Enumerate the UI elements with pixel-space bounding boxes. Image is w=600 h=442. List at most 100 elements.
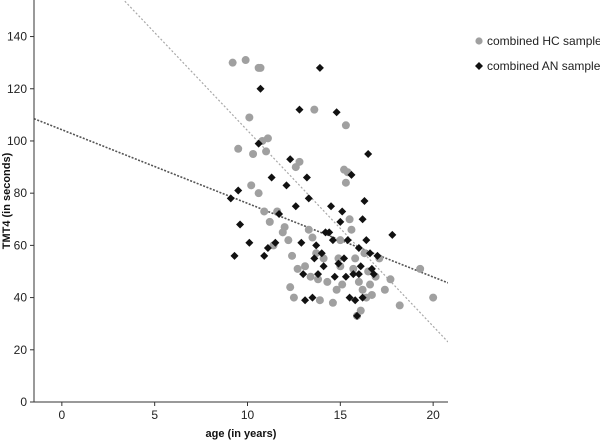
hc-point [256, 63, 265, 72]
an-point [330, 272, 339, 281]
an-point [328, 236, 337, 245]
y-tick-label: 0 [20, 395, 27, 409]
an-point [314, 270, 323, 279]
hc-point [416, 264, 425, 273]
hc-point [289, 293, 298, 302]
y-tick-label: 100 [7, 134, 27, 148]
hc-point [280, 223, 289, 232]
an-point [340, 254, 349, 263]
an-point [366, 249, 375, 258]
hc-point [314, 275, 323, 284]
hc-point [356, 306, 365, 315]
legend-an-label: combined AN sample [487, 59, 600, 73]
hc-point [366, 280, 375, 289]
hc-point [429, 293, 438, 302]
hc-point [306, 272, 315, 281]
an-point [347, 170, 356, 179]
x-tick-label: 0 [59, 408, 66, 422]
an-point [275, 210, 284, 219]
hc-point [336, 236, 345, 245]
an-point [263, 243, 272, 252]
an-point [362, 236, 371, 245]
hc-fit-line [122, 0, 448, 343]
an-point [349, 270, 358, 279]
hc-point [338, 280, 347, 289]
an-point [358, 293, 367, 302]
an-point [295, 105, 304, 114]
an-point [282, 181, 291, 190]
hc-point [386, 275, 395, 284]
hc-point [265, 217, 274, 226]
an-point [317, 249, 326, 258]
an-point [267, 173, 276, 182]
an-point [343, 236, 352, 245]
x-tick-label: 10 [241, 408, 255, 422]
hc-point [334, 254, 343, 263]
hc-point [310, 105, 319, 114]
an-point [312, 241, 321, 250]
y-tick-label: 40 [14, 291, 28, 305]
an-point [291, 202, 300, 211]
an-point [226, 194, 235, 203]
an-point [356, 262, 365, 271]
an-point [332, 108, 341, 117]
an-point [256, 84, 265, 93]
hc-point [284, 236, 293, 245]
an-point [319, 262, 328, 271]
hc-point [301, 262, 310, 271]
x-tick-label: 20 [426, 408, 440, 422]
an-point [373, 251, 382, 260]
hc-point [323, 277, 332, 286]
hc-point [328, 298, 337, 307]
y-tick-label: 140 [7, 30, 27, 44]
hc-point [245, 113, 254, 122]
hc-point [262, 147, 271, 156]
an-point [336, 217, 345, 226]
data-points [226, 56, 438, 320]
hc-point [228, 58, 237, 67]
an-point [345, 293, 354, 302]
hc-point [341, 178, 350, 187]
an-point [286, 155, 295, 164]
an-point [351, 296, 360, 305]
hc-point [351, 254, 360, 263]
an-point [325, 228, 334, 237]
legend-hc-label: combined HC sample [487, 34, 600, 48]
hc-point [395, 301, 404, 310]
x-ticks: 0 5 10 15 20 [59, 402, 440, 422]
hc-point [380, 285, 389, 294]
an-point [301, 296, 310, 305]
hc-point [304, 225, 313, 234]
an-point [354, 270, 363, 279]
an-point [310, 254, 319, 263]
hc-point [349, 264, 358, 273]
an-point [308, 293, 317, 302]
legend: combined HC sample combined AN sample [475, 34, 600, 73]
hc-point [288, 251, 297, 260]
an-point [304, 194, 313, 203]
hc-point [341, 121, 350, 130]
an-point [327, 202, 336, 211]
x-tick-label: 15 [334, 408, 348, 422]
an-point [341, 272, 350, 281]
an-point [299, 270, 308, 279]
an-point [354, 243, 363, 252]
an-point [360, 197, 369, 205]
y-tick-label: 120 [7, 82, 27, 96]
hc-point [249, 150, 258, 159]
hc-point [293, 264, 302, 273]
an-point [271, 238, 280, 247]
an-point [245, 238, 254, 247]
an-point [369, 270, 378, 279]
hc-point [263, 134, 272, 143]
an-point [260, 251, 269, 260]
axes [33, 0, 448, 403]
an-point [334, 259, 343, 268]
hc-point [358, 285, 367, 294]
an-point [353, 311, 362, 320]
hc-point [254, 189, 263, 198]
hc-point [347, 225, 356, 234]
x-axis-title: age (in years) [206, 428, 277, 440]
